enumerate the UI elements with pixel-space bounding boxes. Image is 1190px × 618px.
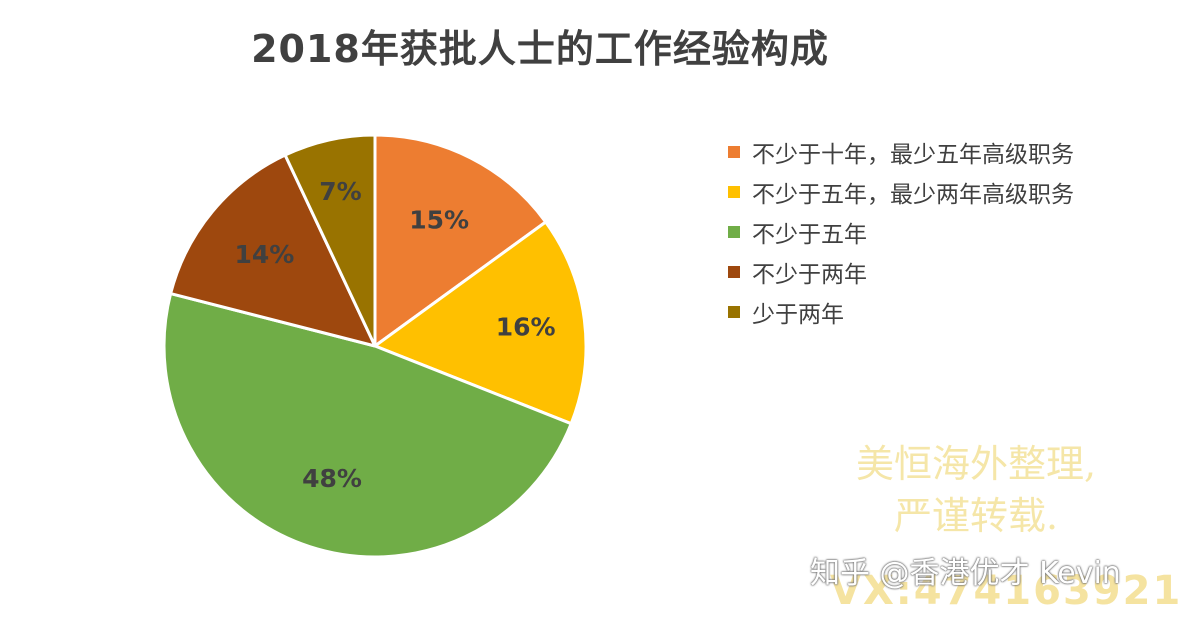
legend: 不少于十年，最少五年高级职务 不少于五年，最少两年高级职务 不少于五年 不少于两… — [728, 132, 1074, 332]
pie-data-label: 14% — [234, 240, 294, 269]
legend-item: 不少于五年 — [728, 212, 1074, 252]
watermark-line: 严谨转载. — [893, 494, 1059, 538]
pie-slice — [283, 133, 377, 348]
pie-slice — [162, 292, 573, 559]
pie-data-label: 48% — [302, 464, 362, 493]
legend-swatch — [728, 266, 740, 278]
pie-data-label: 7% — [319, 177, 361, 206]
legend-label: 不少于五年 — [752, 222, 867, 248]
legend-label: 不少于五年，最少两年高级职务 — [752, 182, 1074, 208]
legend-label: 不少于两年 — [752, 262, 867, 288]
pie-data-label: 16% — [496, 313, 556, 342]
chart-title: 2018年获批人士的工作经验构成 — [251, 27, 829, 71]
legend-swatch — [728, 146, 740, 158]
legend-label: 不少于十年，最少五年高级职务 — [752, 142, 1074, 168]
pie-data-labels: 15% 16% 48% 14% 7% — [234, 177, 555, 493]
legend-swatch — [728, 226, 740, 238]
legend-item: 少于两年 — [728, 292, 1074, 332]
pie-data-label: 15% — [409, 206, 469, 235]
legend-item: 不少于五年，最少两年高级职务 — [728, 172, 1074, 212]
legend-item: 不少于十年，最少五年高级职务 — [728, 132, 1074, 172]
pie-slice — [373, 220, 588, 426]
pie-slice — [373, 133, 548, 348]
legend-swatch — [728, 186, 740, 198]
watermark: 美恒海外整理, 严谨转载. — [836, 438, 1116, 542]
pie-slices — [162, 133, 588, 559]
legend-label: 少于两年 — [752, 302, 844, 328]
legend-swatch — [728, 306, 740, 318]
pie-slice — [169, 153, 377, 348]
author-credit: 知乎 @香港优才 Kevin — [810, 556, 1121, 591]
legend-item: 不少于两年 — [728, 252, 1074, 292]
watermark-line: 美恒海外整理, — [855, 442, 1097, 486]
